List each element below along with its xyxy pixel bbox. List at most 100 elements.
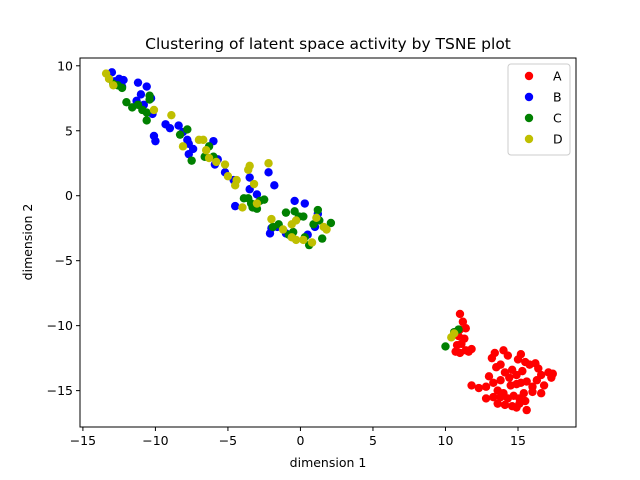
scatter-point xyxy=(204,153,214,163)
scatter-point xyxy=(291,235,301,245)
scatter-point xyxy=(178,142,188,151)
scatter-point xyxy=(326,218,336,228)
scatter-point xyxy=(536,370,546,380)
scatter-point xyxy=(232,175,241,185)
scatter-point xyxy=(317,234,327,243)
scatter-point xyxy=(267,214,276,224)
scatter-point xyxy=(487,353,497,363)
scatter-point xyxy=(522,405,531,415)
scatter-point xyxy=(441,342,450,351)
y-axis-label: dimension 2 xyxy=(20,204,35,281)
x-tick-label: 15 xyxy=(510,433,526,448)
scatter-point xyxy=(313,205,323,215)
scatter-point xyxy=(278,225,288,234)
scatter-point xyxy=(467,344,476,354)
scatter-point xyxy=(117,83,127,93)
scatter-point xyxy=(522,377,531,386)
scatter-point xyxy=(500,400,510,410)
scatter-point xyxy=(503,394,513,403)
scatter-point xyxy=(119,75,128,85)
scatter-point xyxy=(447,333,456,342)
scatter-point xyxy=(489,378,498,388)
scatter-point xyxy=(493,399,502,408)
scatter-point xyxy=(534,364,543,373)
scatter-point xyxy=(300,199,309,208)
scatter-point xyxy=(474,383,484,393)
legend-marker xyxy=(524,134,534,144)
chart-title: Clustering of latent space activity by T… xyxy=(145,35,511,53)
scatter-point xyxy=(142,116,151,125)
scatter-point xyxy=(290,196,299,206)
scatter-point xyxy=(249,179,259,189)
scatter-point xyxy=(212,157,221,167)
scatter-point xyxy=(455,348,465,358)
scatter-point xyxy=(174,121,183,130)
scatter-point xyxy=(307,238,317,247)
scatter-point xyxy=(264,168,273,177)
scatter-point xyxy=(149,105,159,115)
scatter-point xyxy=(496,392,505,402)
scatter-point xyxy=(238,203,247,212)
scatter-point xyxy=(252,190,262,199)
scatter-point xyxy=(299,235,308,245)
scatter-point xyxy=(299,212,308,221)
scatter-point xyxy=(489,392,498,402)
scatter-point xyxy=(245,161,254,171)
x-tick-label: −15 xyxy=(70,433,96,448)
legend-marker xyxy=(524,71,534,81)
scatter-point xyxy=(220,160,230,169)
scatter-point xyxy=(455,309,465,319)
scatter-point xyxy=(199,135,208,145)
x-axis: −15 −10 −5 0 5 10 15 xyxy=(70,427,526,448)
scatter-point xyxy=(104,74,114,83)
scatter-point xyxy=(322,225,331,234)
y-tick-label: −10 xyxy=(47,318,73,333)
scatter-point xyxy=(547,373,556,382)
scatter-point xyxy=(503,351,513,360)
scatter-point xyxy=(165,123,175,133)
legend-label: A xyxy=(553,69,562,84)
plot-area xyxy=(79,57,577,428)
scatter-point xyxy=(467,381,476,390)
scatter-point xyxy=(512,370,521,380)
x-tick-label: −10 xyxy=(142,433,168,448)
scatter-point xyxy=(270,181,279,190)
scatter-point xyxy=(142,82,151,91)
scatter-point xyxy=(230,201,240,211)
x-axis-label: dimension 1 xyxy=(290,455,367,470)
scatter-point xyxy=(187,156,196,165)
scatter-point xyxy=(259,195,269,204)
y-axis: 10 5 0 −5 −10 −15 xyxy=(47,58,80,398)
scatter-point xyxy=(481,382,491,391)
scatter-point xyxy=(458,317,468,326)
scatter-point xyxy=(184,149,193,159)
legend-box xyxy=(507,63,571,156)
legend-marker xyxy=(524,113,534,123)
scatter-point xyxy=(496,376,505,385)
scatter-point xyxy=(245,173,254,182)
scatter-point xyxy=(536,389,546,398)
scatter-point xyxy=(265,229,275,238)
scatter-point xyxy=(175,130,185,139)
series-a xyxy=(451,309,557,415)
legend-label: C xyxy=(553,111,562,126)
series-d xyxy=(101,69,459,342)
scatter-point xyxy=(291,216,301,225)
scatter-point xyxy=(513,355,523,364)
scatter-point xyxy=(312,213,321,223)
scatter-point xyxy=(505,373,514,382)
scatter-point xyxy=(133,78,143,87)
scatter-point xyxy=(151,136,160,146)
scatter-point xyxy=(528,387,537,397)
x-tick-label: 5 xyxy=(369,433,377,448)
scatter-point xyxy=(145,95,154,104)
scatter-point xyxy=(252,199,262,208)
data-points xyxy=(101,68,557,415)
scatter-point xyxy=(167,110,176,120)
scatter-point xyxy=(223,172,233,181)
scatter-point xyxy=(142,108,151,117)
scatter-point xyxy=(122,97,131,107)
y-tick-label: 5 xyxy=(65,123,73,138)
